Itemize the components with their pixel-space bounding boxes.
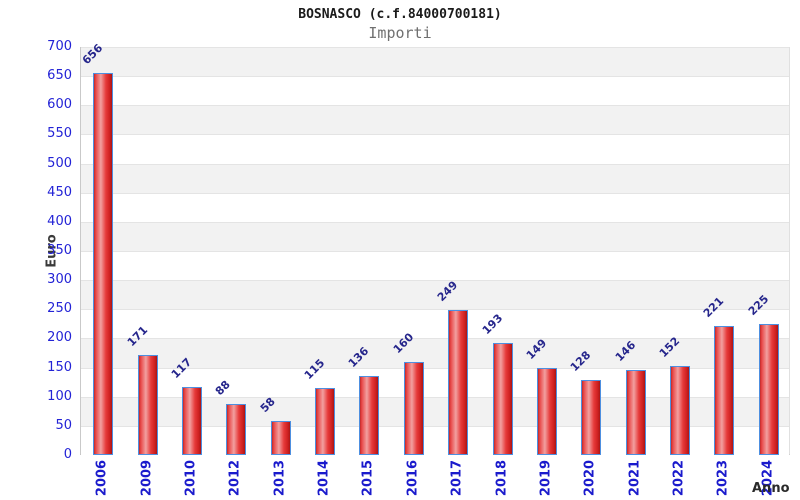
x-tick-label: 2016 [405,459,421,497]
bar-2019 [536,368,557,455]
grid-band [81,134,789,164]
x-tick-label: 2023 [715,459,731,497]
y-tick-label: 450 [47,184,72,200]
y-tick-label: 400 [47,213,72,229]
y-tick-label: 650 [47,68,72,84]
x-tick-label: 2021 [627,459,643,497]
grid-band [81,192,789,222]
grid-band [81,338,789,368]
bar-2017 [448,309,469,455]
plot-area [80,47,790,455]
bar-2015 [359,375,380,455]
x-tick-label: 2010 [183,459,199,497]
y-tick-label: 300 [47,272,72,288]
grid-band [81,221,789,251]
grid-band [81,280,789,310]
y-tick-label: 100 [47,388,72,404]
grid-band [81,251,789,281]
bar-2018 [492,342,513,455]
x-tick-label: 2022 [671,459,687,497]
x-tick-label: 2017 [449,459,465,497]
x-tick-label: 2009 [139,459,155,497]
x-axis-title: Anno [752,481,790,496]
x-tick-label: 2013 [272,459,288,497]
x-tick-label: 2006 [94,459,110,497]
bar-2020 [581,380,602,455]
bar-2021 [625,369,646,455]
x-tick-label: 2012 [227,459,243,497]
grid-band [81,47,789,77]
bar-2014 [315,387,336,455]
y-tick-label: 600 [47,97,72,113]
bar-2024 [758,323,779,455]
grid-band [81,105,789,135]
y-tick-label: 250 [47,301,72,317]
x-tick-label: 2018 [494,459,510,497]
chart-title: BOSNASCO (c.f.84000700181) [298,7,502,22]
bar-2013 [270,421,291,455]
bar-2016 [403,361,424,455]
y-tick-label: 700 [47,39,72,54]
x-tick-label: 2014 [316,459,332,497]
y-tick-label: 500 [47,155,72,171]
y-tick-label: 550 [47,126,72,142]
x-tick-label: 2019 [538,459,554,497]
grid-band [81,76,789,106]
bar-2006 [93,72,114,455]
y-tick-label: 350 [47,243,72,258]
bar-2009 [137,355,158,455]
bar-2022 [670,366,691,455]
x-tick-label: 2015 [360,459,376,497]
y-tick-label: 0 [63,447,72,462]
chart-subtitle: Importi [368,24,432,42]
bar-2012 [226,403,247,455]
x-tick-label: 2020 [582,459,598,497]
y-tick-label: 200 [47,330,72,346]
bar-2023 [714,326,735,455]
grid-band [81,309,789,339]
grid-band [81,163,789,193]
y-tick-label: 50 [55,417,72,433]
bar-2010 [181,386,202,455]
y-tick-label: 150 [47,359,72,375]
